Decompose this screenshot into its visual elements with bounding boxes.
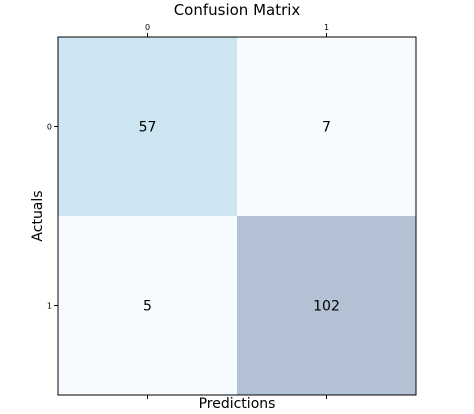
x-tick-label-0: 0 (145, 23, 150, 32)
y-axis-label: Actuals (30, 190, 46, 241)
heatmap-cells: 57 7 5 102 (58, 37, 416, 395)
axis-ticks: 0 1 0 1 (47, 23, 329, 399)
heatmap-cell-1-1 (237, 216, 416, 395)
cell-value-0-0: 57 (139, 120, 157, 136)
y-tick-label-0: 0 (47, 123, 52, 132)
heatmap-cell-0-1 (237, 37, 416, 216)
heatmap-cell-1-0 (58, 216, 237, 395)
chart-title: Confusion Matrix (174, 1, 301, 19)
cell-value-0-1: 7 (322, 120, 331, 136)
y-tick-label-1: 1 (47, 302, 52, 311)
x-tick-label-1: 1 (324, 23, 329, 32)
heatmap-cell-0-0 (58, 37, 237, 216)
plot-frame (57, 36, 417, 396)
x-axis-label: Predictions (199, 396, 276, 412)
cell-value-1-0: 5 (143, 299, 152, 315)
cell-value-1-1: 102 (313, 299, 340, 315)
